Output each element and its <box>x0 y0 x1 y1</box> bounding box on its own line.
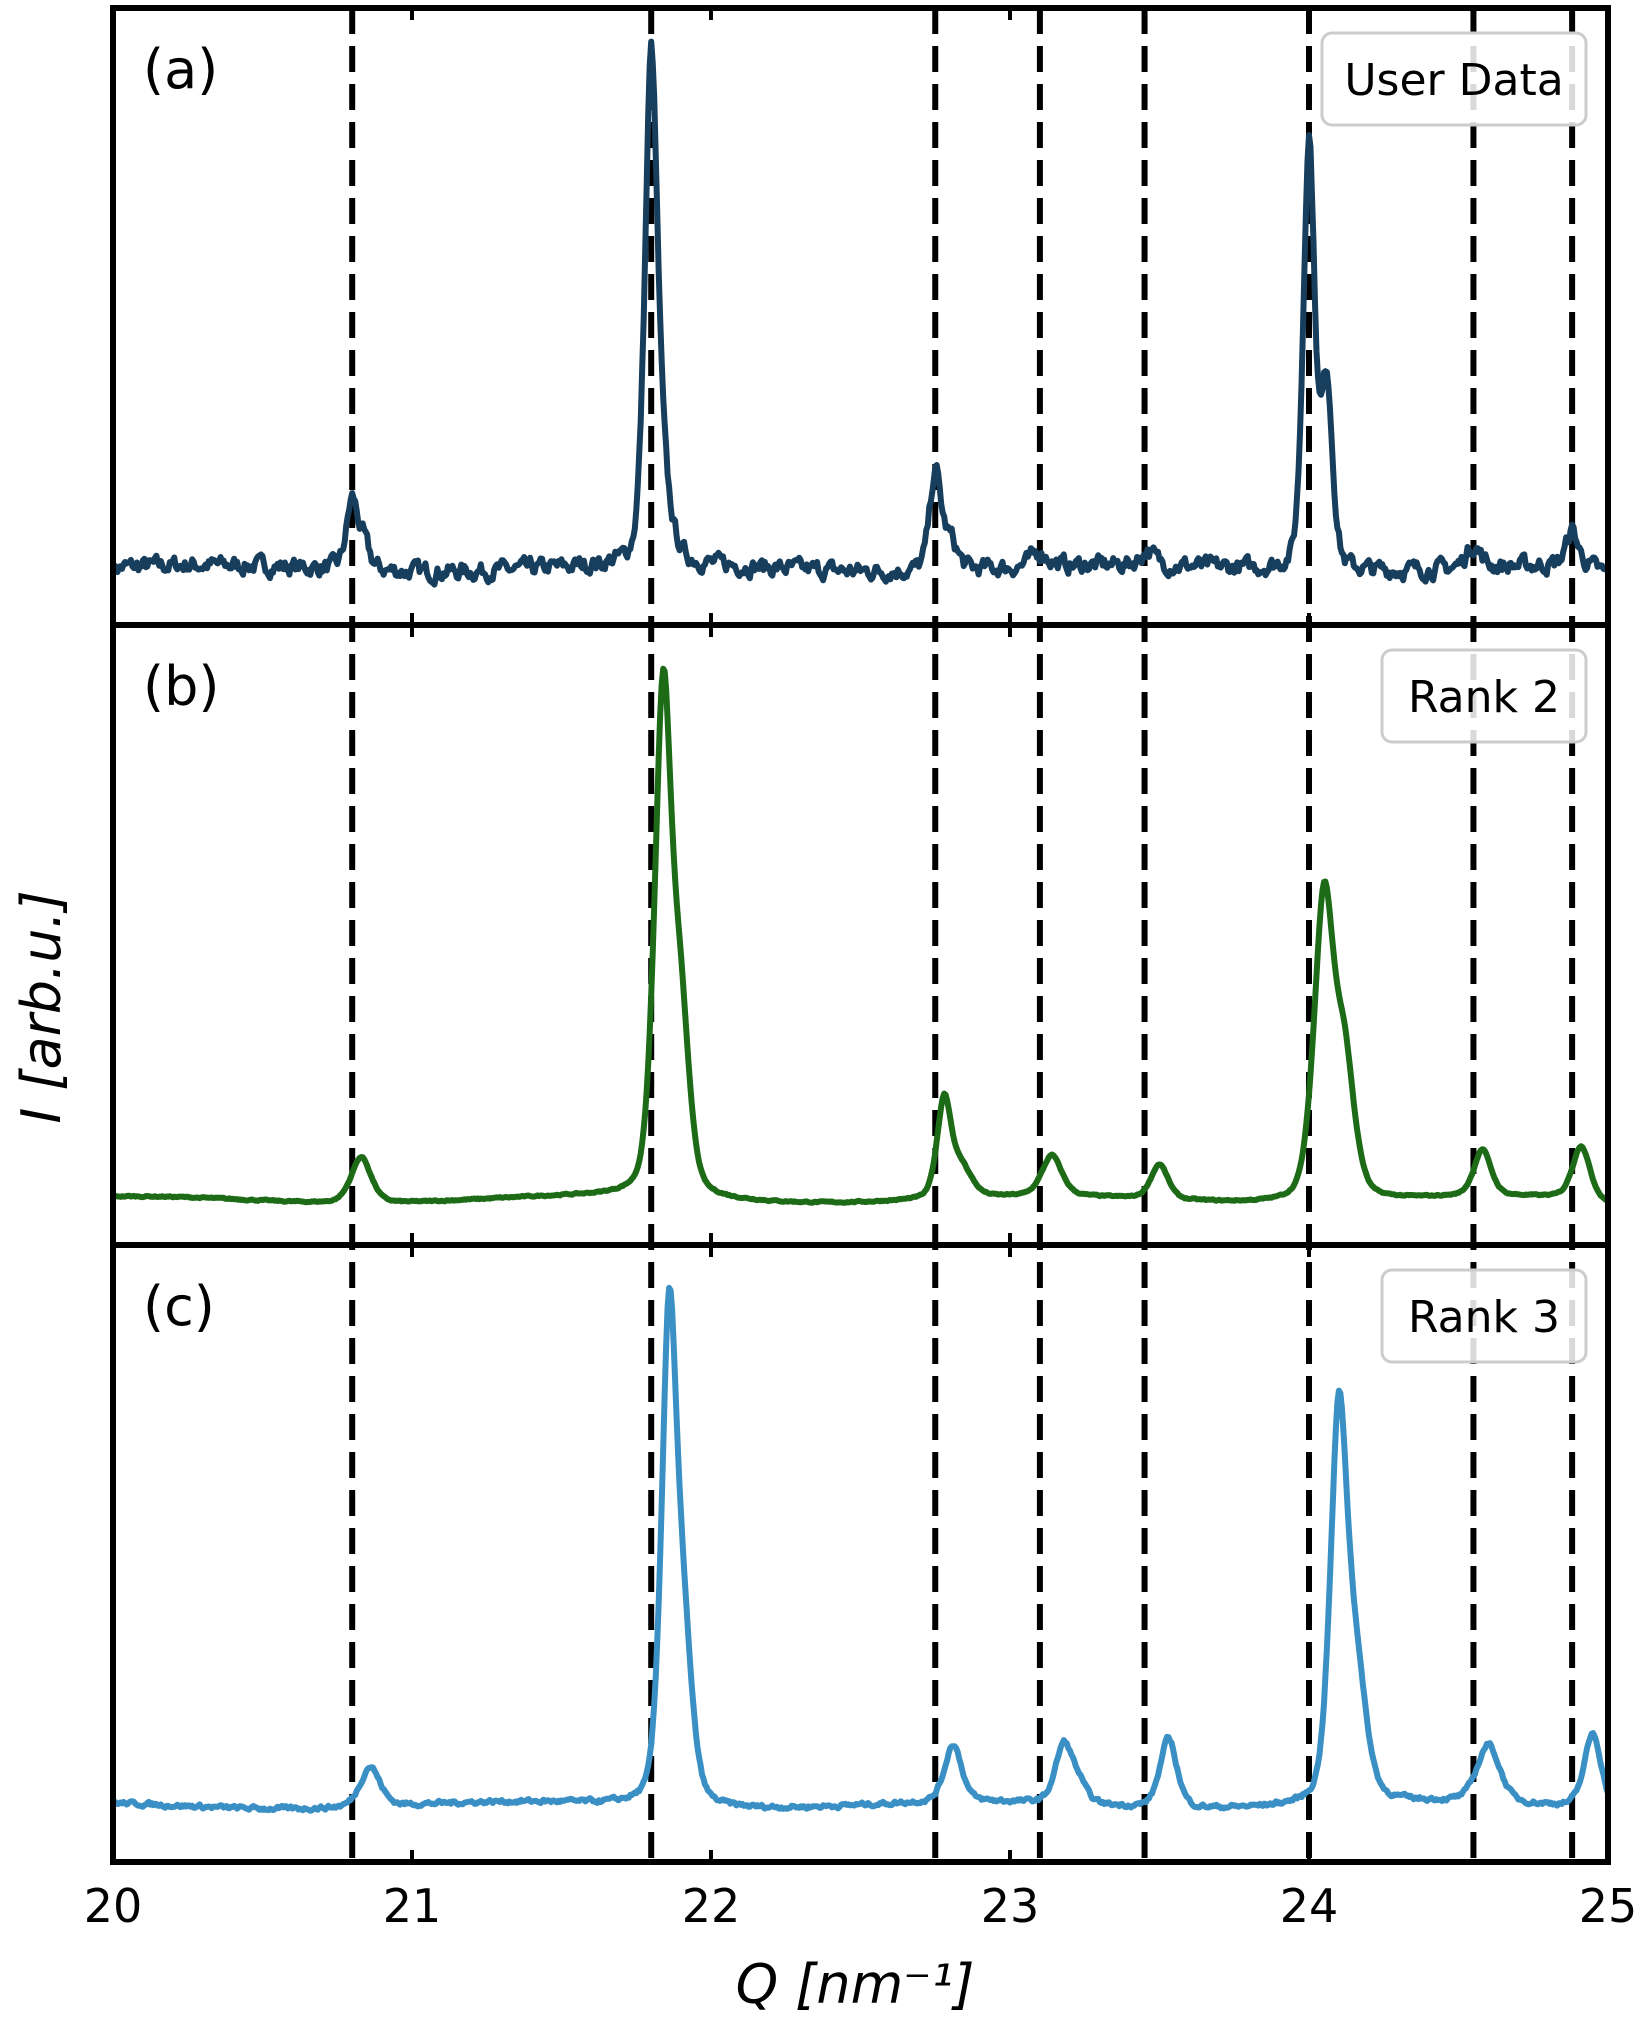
legend-box <box>1380 1268 1588 1364</box>
x-tick-label: 24 <box>1280 1879 1339 1933</box>
spectrum-curves <box>110 38 1611 1814</box>
axis-ticks: 20 21 22 23 24 25 <box>84 8 1637 1933</box>
x-tick-label: 20 <box>84 1879 143 1933</box>
x-axis-label: Q [nm⁻¹] <box>736 1953 975 2016</box>
legend-label: User Data <box>1344 55 1563 106</box>
reference-lines <box>349 8 1576 1862</box>
legend-box <box>1320 31 1588 127</box>
panel-label-2: (c) <box>143 1275 215 1338</box>
series-line-2 <box>110 1284 1611 1814</box>
panel-label-1: (b) <box>143 655 219 718</box>
panel-label-0: (a) <box>143 38 218 101</box>
legend-label: Rank 2 <box>1408 672 1560 723</box>
y-axis-label: I [arb.u.] <box>10 890 73 1123</box>
legends: User Data Rank 2 Rank 3 <box>1320 31 1588 1364</box>
x-tick-label: 23 <box>981 1879 1040 1933</box>
legend-box <box>1380 648 1588 744</box>
panel-frames <box>110 5 1611 1865</box>
legend-0: User Data <box>1320 31 1588 127</box>
axis-labels: Q [nm⁻¹] I [arb.u.] <box>10 890 974 2016</box>
x-tick-label: 25 <box>1579 1879 1637 1933</box>
panel-labels: (a) (b) (c) <box>143 38 219 1338</box>
panel-frame-2 <box>110 1242 1611 1865</box>
legend-1: Rank 2 <box>1380 648 1588 744</box>
legend-2: Rank 3 <box>1380 1268 1588 1364</box>
series-line-0 <box>110 38 1611 588</box>
x-tick-label: 21 <box>383 1879 442 1933</box>
legend-label: Rank 3 <box>1408 1292 1560 1343</box>
x-tick-label: 22 <box>682 1879 741 1933</box>
series-line-1 <box>110 665 1611 1206</box>
